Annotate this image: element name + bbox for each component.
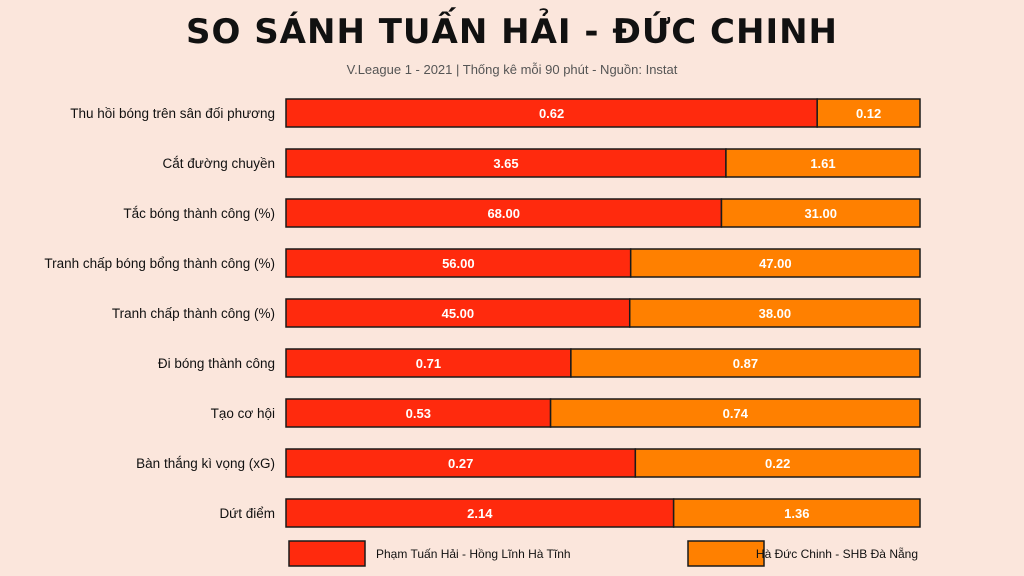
category-label: Tranh chấp thành công (%) [112, 306, 275, 321]
value-label-duc-chinh: 47.00 [759, 256, 792, 271]
bar-segment-duc-chinh [549, 398, 921, 428]
category-label: Thu hồi bóng trên sân đối phương [70, 106, 275, 121]
bar-segment-duc-chinh [672, 498, 921, 528]
category-label: Bàn thắng kì vọng (xG) [136, 456, 275, 471]
value-label-duc-chinh: 0.87 [733, 356, 758, 371]
bar-segment-duc-chinh [634, 448, 921, 478]
bar-segment-duc-chinh [570, 348, 921, 378]
bar-segment-duc-chinh [629, 248, 921, 278]
bar-segment-tuan-hai [285, 98, 818, 128]
category-label: Đi bóng thành công [158, 356, 275, 371]
value-label-tuan-hai: 2.14 [467, 506, 493, 521]
value-label-tuan-hai: 0.62 [539, 106, 564, 121]
value-label-duc-chinh: 0.12 [856, 106, 881, 121]
value-label-tuan-hai: 45.00 [442, 306, 475, 321]
chart-subtitle: V.League 1 - 2021 | Thống kê mỗi 90 phút… [346, 62, 678, 77]
bar-segment-tuan-hai [285, 198, 723, 228]
category-label: Tắc bóng thành công (%) [123, 206, 275, 221]
bar-segment-duc-chinh [816, 98, 921, 128]
bar-segment-tuan-hai [285, 348, 572, 378]
bar-segment-duc-chinh [725, 148, 921, 178]
bar-segment-duc-chinh [720, 198, 921, 228]
category-label: Cắt đường chuyền [163, 156, 275, 171]
bar-segment-tuan-hai [285, 248, 632, 278]
legend-swatch-duc-chinh [687, 540, 765, 567]
legend-label-duc-chinh: Hà Đức Chinh - SHB Đà Nẵng [756, 546, 918, 561]
category-label: Tạo cơ hội [211, 406, 275, 421]
value-label-duc-chinh: 31.00 [804, 206, 837, 221]
bar-segment-tuan-hai [285, 148, 727, 178]
legend-label-tuan-hai: Phạm Tuấn Hải - Hồng Lĩnh Hà Tĩnh [376, 547, 571, 561]
value-label-tuan-hai: 0.27 [448, 456, 473, 471]
value-label-tuan-hai: 56.00 [442, 256, 475, 271]
value-label-tuan-hai: 0.71 [416, 356, 441, 371]
value-label-duc-chinh: 1.36 [784, 506, 809, 521]
chart-title: SO SÁNH TUẤN HẢI - ĐỨC CHINH [185, 12, 839, 52]
bar-segment-duc-chinh [628, 298, 921, 328]
value-label-tuan-hai: 3.65 [493, 156, 518, 171]
value-label-duc-chinh: 0.74 [723, 406, 749, 421]
value-label-tuan-hai: 68.00 [487, 206, 520, 221]
value-label-duc-chinh: 1.61 [810, 156, 835, 171]
bar-segment-tuan-hai [285, 498, 675, 528]
category-label: Tranh chấp bóng bổng thành công (%) [44, 256, 275, 271]
legend-swatch-tuan-hai [288, 540, 366, 567]
value-label-duc-chinh: 0.22 [765, 456, 790, 471]
category-label: Dứt điểm [219, 506, 275, 521]
value-label-duc-chinh: 38.00 [759, 306, 792, 321]
value-label-tuan-hai: 0.53 [406, 406, 431, 421]
